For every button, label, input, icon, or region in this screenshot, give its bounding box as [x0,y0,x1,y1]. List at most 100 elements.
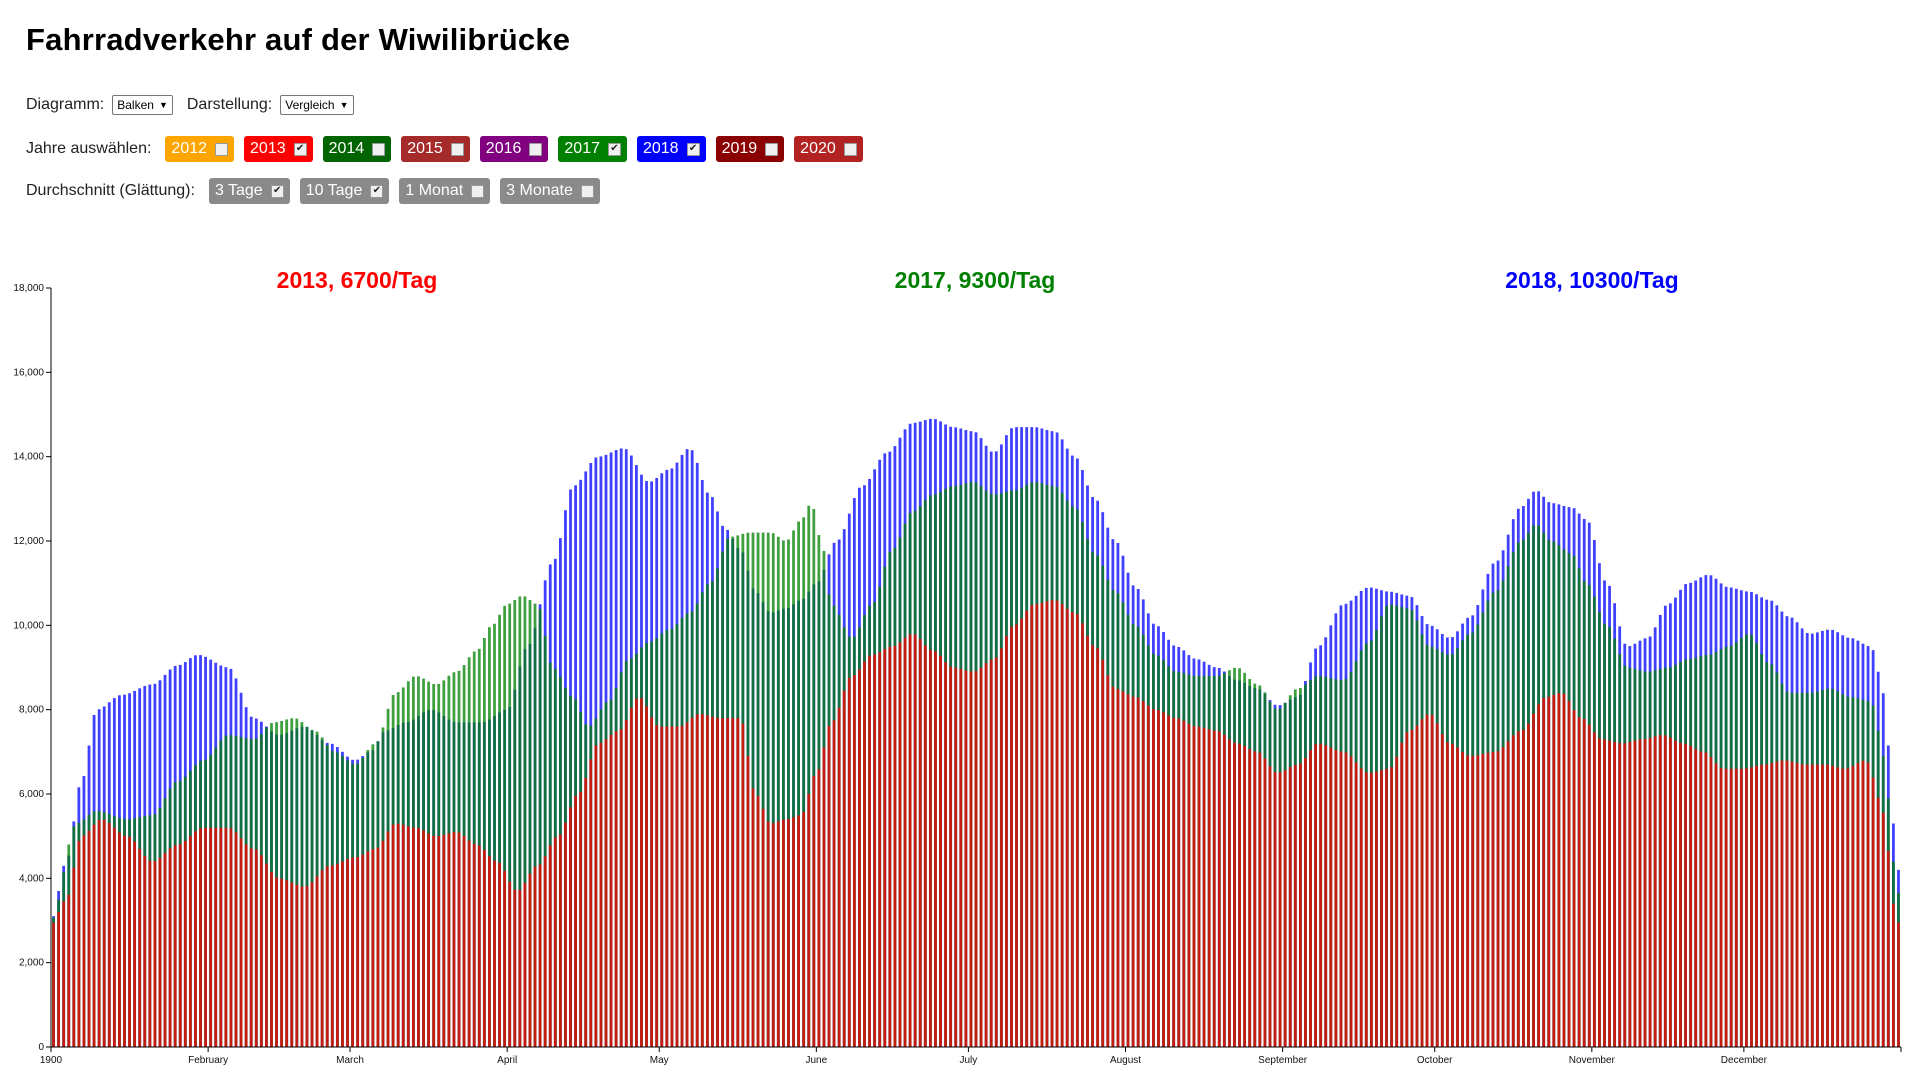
bar-2013 [797,815,800,1047]
diagram-label: Diagramm: [26,96,105,113]
checkbox[interactable] [372,142,386,156]
checkbox[interactable] [529,142,543,156]
bar-2013 [533,866,537,1047]
bar-2013 [1278,772,1282,1047]
bar-2013 [229,828,233,1047]
bar-2013 [756,796,760,1047]
bar-2013 [1532,713,1535,1047]
bar-2013 [569,807,572,1047]
bar-2013 [173,845,177,1047]
bar-2013 [1466,755,1470,1047]
year-selector-row: Jahre auswählen: 2012 2013 ✔ 2014 2015 2016 20… [26,136,873,162]
bar-2013 [1121,691,1125,1047]
bar-2017 [533,603,537,1047]
bar-2013 [1263,758,1267,1047]
bar-2013 [558,834,562,1047]
bar-2013 [528,873,532,1047]
bar-2013 [1648,737,1652,1047]
bar-2013 [1522,729,1525,1047]
bar-2013 [305,886,309,1047]
year-chip-2019[interactable]: 2019 [715,136,785,162]
bar-2013 [1055,600,1059,1047]
smoothing-chip-label: 3 Tage [214,182,263,199]
chevron-down-icon: ▼ [339,100,349,110]
checkbox[interactable] [471,184,485,198]
smoothing-row: Durchschnitt (Glättung): 3 Tage ✔ 10 Tage ✔… [26,178,610,204]
bar-2013 [868,655,871,1047]
display-select[interactable]: Vergleich ▼ [280,95,354,115]
bar-2013 [984,663,988,1047]
average-label-2018: 2018, 10300/Tag [1505,267,1678,293]
bar-2013 [1040,602,1044,1047]
bar-2013 [1081,623,1084,1047]
checkbox[interactable]: ✔ [686,142,700,156]
bar-2013 [254,849,258,1047]
bar-2013 [1765,764,1769,1047]
year-chip-2016[interactable]: 2016 [479,136,549,162]
bar-2013 [1668,737,1672,1047]
bar-2013 [1182,720,1186,1047]
smoothing-chip-1-monat[interactable]: 1 Monat [399,178,491,204]
bar-2013 [356,856,360,1047]
checkbox[interactable]: ✔ [607,142,621,156]
bar-2013 [239,838,243,1047]
checkbox[interactable] [580,184,594,198]
bar-2013 [513,889,517,1047]
bar-2013 [1167,715,1170,1047]
bar-2013 [1709,757,1713,1047]
bar-2013 [1364,772,1368,1047]
checkbox[interactable] [765,142,779,156]
checkbox[interactable]: ✔ [293,142,307,156]
x-tick-label: December [1721,1055,1768,1066]
bar-2013 [771,823,775,1047]
year-chip-2013[interactable]: 2013 ✔ [244,136,313,162]
bar-2013 [761,808,765,1047]
bar-2013 [209,827,213,1047]
bar-2013 [406,826,410,1047]
bar-2013 [1511,735,1515,1047]
bar-2013 [1471,755,1475,1047]
bar-2013 [427,833,430,1047]
bar-2013 [675,726,679,1047]
bar-2013 [624,720,628,1047]
bar-2013 [77,840,81,1047]
bar-2013 [1177,718,1181,1047]
bar-2013 [457,832,461,1047]
checkbox[interactable] [843,142,857,156]
year-chip-2020[interactable]: 2020 [794,136,863,162]
diagram-select[interactable]: Balken ▼ [112,95,173,115]
bar-2013 [1501,747,1505,1047]
bar-2013 [817,769,821,1047]
year-chip-2012[interactable]: 2012 [165,136,235,162]
checkbox[interactable] [450,142,464,156]
bar-2013 [148,860,152,1047]
bar-2013 [1354,762,1358,1048]
checkbox[interactable]: ✔ [270,184,284,198]
year-chip-label: 2012 [171,140,208,157]
bar-2013 [1086,635,1089,1047]
bar-2013 [1030,605,1034,1047]
checkbox[interactable]: ✔ [370,184,384,198]
bar-2013 [102,819,106,1047]
bar-2013 [1846,768,1850,1047]
bar-2013 [1202,727,1206,1047]
bar-2013 [883,649,887,1047]
year-chip-2015[interactable]: 2015 [401,136,470,162]
smoothing-chip-3-monate[interactable]: 3 Monate [500,178,600,204]
bar-2013 [721,718,724,1047]
checkbox[interactable] [215,142,229,156]
bar-2013 [705,715,709,1047]
year-chip-2017[interactable]: 2017 ✔ [558,136,627,162]
bar-2013 [711,716,714,1047]
smoothing-chip-3-tage[interactable]: 3 Tage ✔ [208,178,290,204]
year-chip-2014[interactable]: 2014 [322,136,392,162]
bar-2013 [731,718,735,1047]
year-chip-2018[interactable]: 2018 ✔ [636,136,706,162]
smoothing-chip-10-tage[interactable]: 10 Tage ✔ [299,178,390,204]
bar-2017 [518,596,522,1047]
bar-2013 [107,822,111,1047]
bar-2013 [827,726,831,1047]
bar-2013 [787,818,790,1047]
bar-2013 [1547,696,1551,1047]
smoothing-chip-label: 1 Monat [405,182,464,199]
